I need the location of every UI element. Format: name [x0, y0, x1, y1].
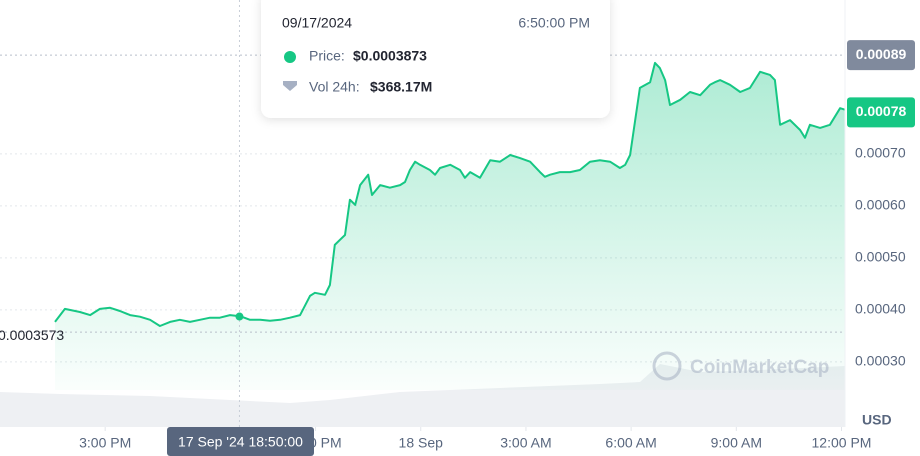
- x-tick-label: 12:00 PM: [812, 435, 872, 451]
- price-line: [54, 61, 846, 327]
- tooltip-time: 6:50:00 PM: [518, 15, 590, 31]
- x-tick-label: 3:00 AM: [500, 435, 551, 451]
- high-price-badge: [847, 40, 915, 71]
- tooltip-box: [261, 0, 610, 118]
- label-layer: 0.00030 0.00040 0.00050 0.00060 0.00070 3:00 …: [0, 40, 915, 451]
- tooltip-price: $0.0003873: [353, 48, 427, 64]
- watermark: CoinMarketCap: [652, 351, 829, 381]
- watermark-text: CoinMarketCap: [690, 357, 829, 378]
- y-tick-label: 0.00060: [855, 197, 906, 213]
- tooltip: 09/17/2024 6:50:00 PM Price: $0.0003873 …: [261, 0, 610, 118]
- tooltip-date: 09/17/2024: [282, 15, 352, 31]
- x-tick-label: 6:00 AM: [605, 435, 656, 451]
- y-tick-label: 0.00030: [855, 353, 906, 369]
- y-tick-label: 0.00040: [855, 301, 906, 317]
- tooltip-price-icon: [284, 51, 296, 63]
- tooltip-volume-label: Vol 24h:: [309, 79, 360, 95]
- x-tick-label: 18 Sep: [399, 435, 444, 451]
- tooltip-volume-icon: [283, 81, 297, 91]
- watermark-logo: [652, 351, 682, 381]
- volume-area: [0, 364, 845, 427]
- crosshair-axis-label: 17 Sep '24 18:50:00: [178, 434, 303, 450]
- tooltip-volume: $368.17M: [370, 79, 432, 95]
- price-area: [55, 62, 845, 391]
- data-layer: [0, 0, 846, 427]
- open-price-label: 0.0003573: [0, 327, 64, 343]
- high-price-label: 0.00089: [856, 46, 907, 62]
- hover-point: [235, 312, 244, 321]
- y-tick-label: 0.00070: [855, 145, 906, 161]
- y-tick-label: 0.00050: [855, 249, 906, 265]
- axis-label-layer: 17 Sep '24 18:50:00: [167, 427, 314, 456]
- tooltip-price-label: Price:: [309, 48, 345, 64]
- crosshair-axis-badge: [167, 427, 314, 456]
- last-price-label: 0.00078: [856, 103, 907, 119]
- x-tick-label: 9:00 AM: [711, 435, 762, 451]
- x-tick-label: 3:00 PM: [79, 435, 131, 451]
- last-price-badge: [847, 97, 915, 128]
- unit-label: USD: [862, 412, 892, 428]
